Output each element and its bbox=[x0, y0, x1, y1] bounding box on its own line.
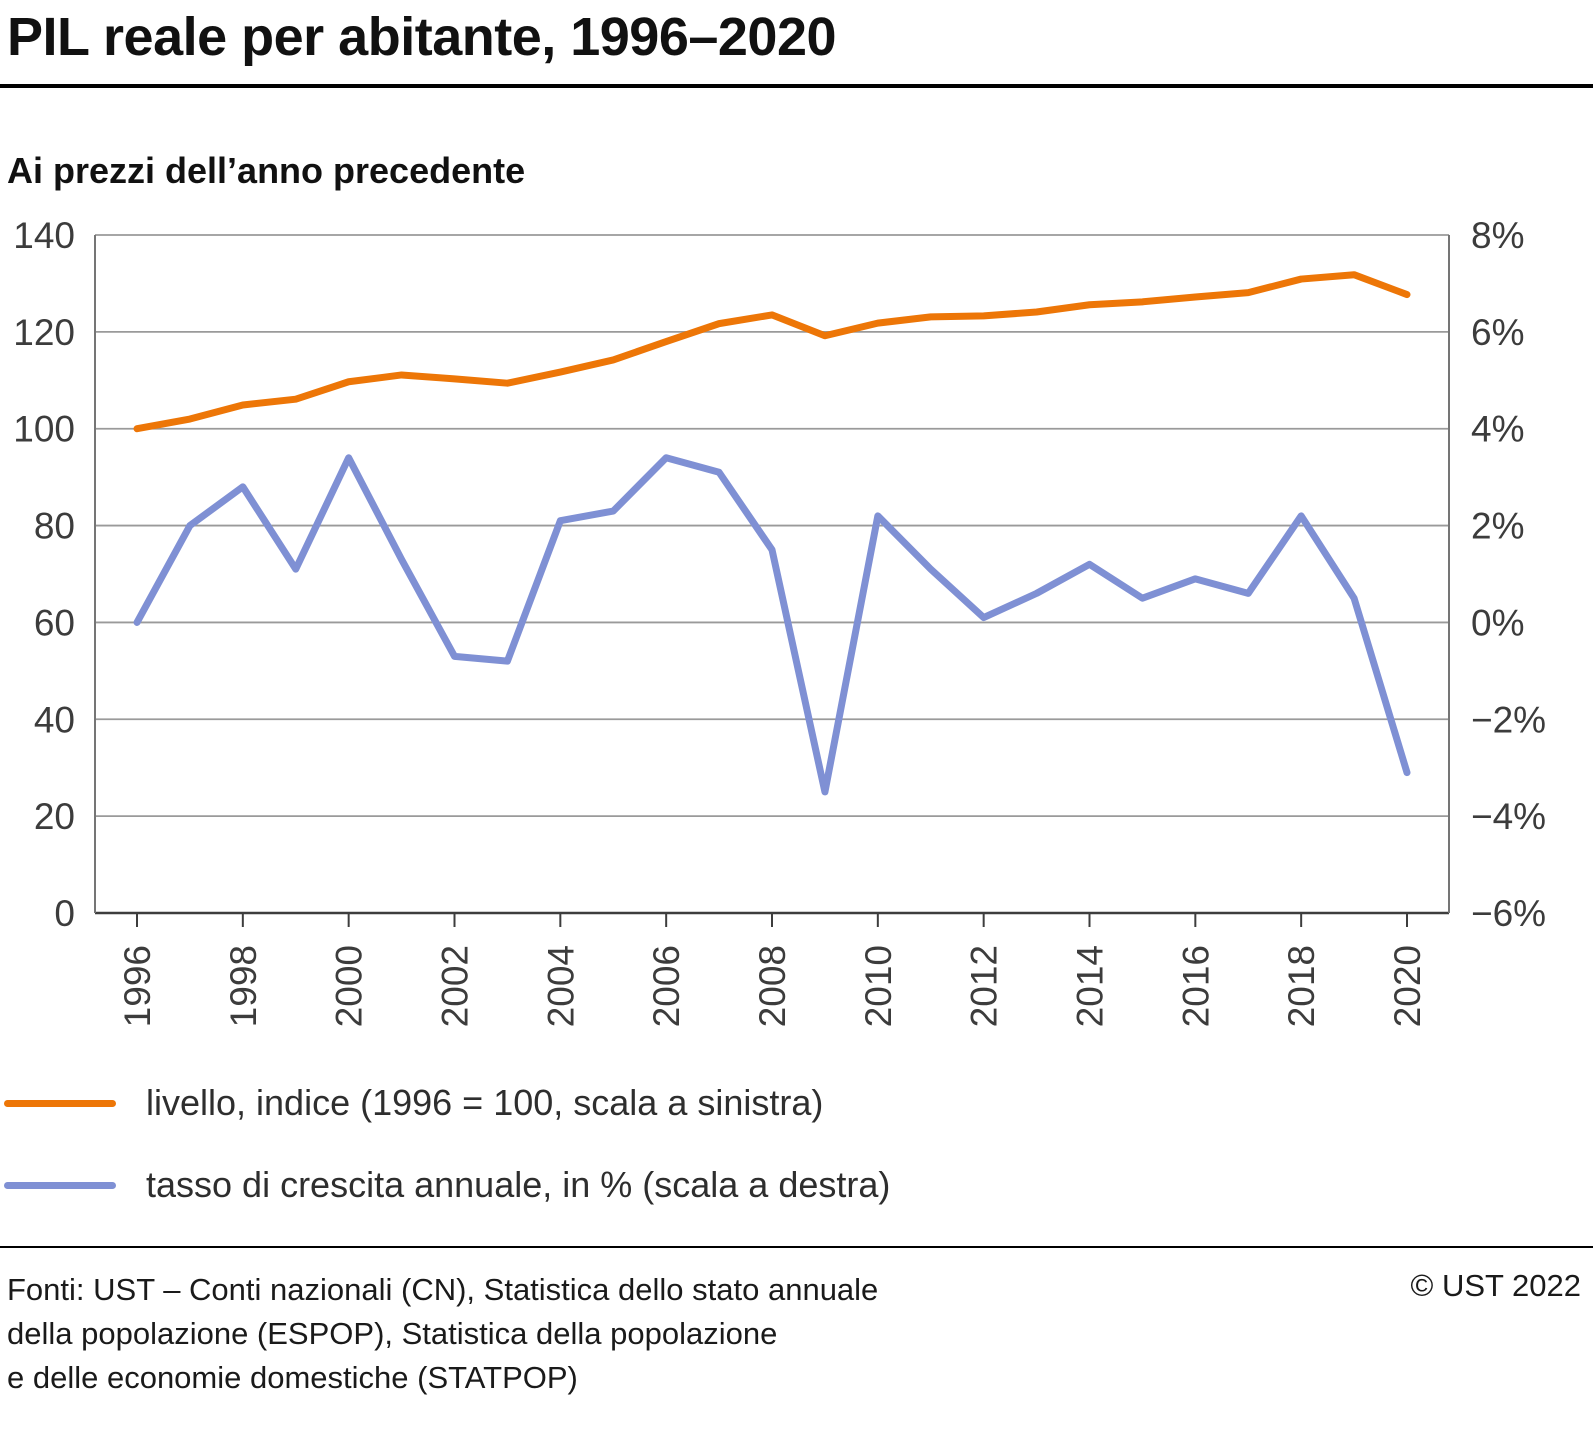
gridlines bbox=[95, 234, 1449, 915]
chart-subtitle: Ai prezzi dell’anno precedente bbox=[7, 150, 526, 191]
left-axis-tick-label: 120 bbox=[13, 312, 75, 353]
legend: livello, indice (1996 = 100, scala a sin… bbox=[4, 1082, 890, 1246]
x-axis-tick-label: 2020 bbox=[1387, 945, 1428, 1027]
right-axis-labels: −6% −4% −2% 0% 2% 4% 6% 8% bbox=[1471, 215, 1546, 934]
legend-item-growth: tasso di crescita annuale, in % (scala a… bbox=[4, 1164, 890, 1206]
footer: Fonti: UST – Conti nazionali (CN), Stati… bbox=[7, 1268, 1581, 1400]
left-axis-tick-label: 40 bbox=[34, 699, 75, 740]
sources-line-1: Fonti: UST – Conti nazionali (CN), Stati… bbox=[7, 1272, 879, 1307]
x-axis-tick-label: 1996 bbox=[117, 945, 158, 1027]
legend-label-growth: tasso di crescita annuale, in % (scala a… bbox=[146, 1164, 891, 1205]
page-title: PIL reale per abitante, 1996–2020 bbox=[7, 7, 837, 67]
legend-label-level: livello, indice (1996 = 100, scala a sin… bbox=[146, 1082, 824, 1123]
series-line-growth-rate bbox=[133, 454, 1411, 796]
legend-swatch-level-line bbox=[4, 1099, 116, 1107]
x-axis-tick-label: 2016 bbox=[1175, 945, 1216, 1027]
x-axis-tick-label: 2010 bbox=[858, 945, 899, 1027]
footer-rule bbox=[0, 1246, 1593, 1248]
legend-item-level: livello, indice (1996 = 100, scala a sin… bbox=[4, 1082, 890, 1124]
right-axis-tick-label: −4% bbox=[1471, 796, 1546, 837]
left-axis-tick-label: 60 bbox=[34, 602, 75, 643]
right-axis-tick-label: 2% bbox=[1471, 506, 1524, 547]
legend-swatch-growth-line bbox=[4, 1181, 116, 1189]
x-axis-tick-label: 2008 bbox=[752, 945, 793, 1027]
left-axis-tick-label: 0 bbox=[54, 893, 75, 934]
sources-line-3: e delle economie domestiche (STATPOP) bbox=[7, 1360, 578, 1396]
x-axis-labels: 1996 1998 2000 2002 2004 2006 2008 2010 2012 2014… bbox=[117, 913, 1428, 1027]
x-axis-tick-label: 2014 bbox=[1070, 945, 1111, 1027]
copyright: © UST 2022 bbox=[1410, 1268, 1581, 1303]
left-axis-tick-label: 80 bbox=[34, 506, 75, 547]
x-axis-tick-label: 1998 bbox=[223, 945, 264, 1027]
left-axis-labels: 0 20 40 60 80 100 120 140 bbox=[13, 215, 75, 934]
left-axis-tick-label: 20 bbox=[34, 796, 75, 837]
title-rule bbox=[0, 84, 1593, 88]
right-axis-tick-label: −6% bbox=[1471, 893, 1546, 934]
x-axis-tick-label: 2006 bbox=[646, 945, 687, 1027]
chart: 0 20 40 60 80 100 120 140 −6% −4% −2% 0% 2% 4% 6% 8% 199… bbox=[13, 215, 1546, 1027]
sources-line-2: della popolazione (ESPOP), Statistica de… bbox=[7, 1316, 778, 1352]
left-axis-tick-label: 100 bbox=[13, 409, 75, 450]
left-axis-tick-label: 140 bbox=[13, 215, 75, 256]
x-axis-tick-label: 2002 bbox=[435, 945, 476, 1027]
x-axis-tick-label: 2004 bbox=[540, 945, 581, 1027]
sources-text: Fonti: UST – Conti nazionali (CN), Stati… bbox=[7, 1268, 878, 1400]
right-axis-tick-label: −2% bbox=[1471, 699, 1546, 740]
right-axis-tick-label: 0% bbox=[1471, 602, 1524, 643]
right-axis-tick-label: 6% bbox=[1471, 312, 1524, 353]
x-axis-tick-label: 2018 bbox=[1281, 945, 1322, 1027]
x-axis-tick-label: 2012 bbox=[964, 945, 1005, 1027]
right-axis-tick-label: 4% bbox=[1471, 409, 1524, 450]
right-axis-tick-label: 8% bbox=[1471, 215, 1524, 256]
series-line-level-index bbox=[133, 271, 1411, 433]
x-axis-tick-label: 2000 bbox=[329, 945, 370, 1027]
